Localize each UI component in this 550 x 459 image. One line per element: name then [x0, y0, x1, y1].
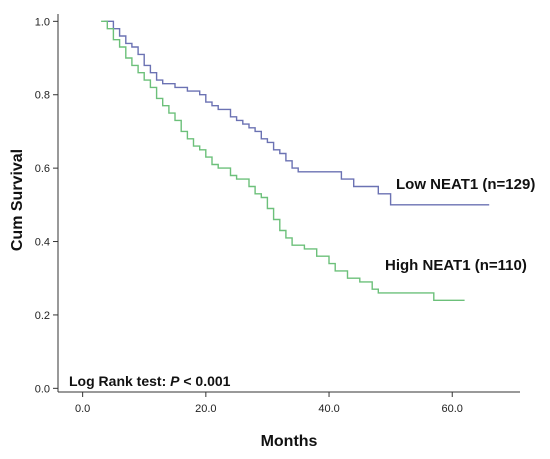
annotation-prefix: Log Rank test: [69, 373, 170, 389]
x-tick-label: 0.0 [75, 403, 90, 415]
y-tick-label: 0.8 [35, 90, 50, 102]
axes: 0.0 0.2 0.4 0.6 0.8 1.0 0.0 20.0 40.0 60.0 [35, 14, 520, 415]
series-line-high-neat1 [101, 20, 465, 301]
x-axis-title: Months [261, 433, 318, 450]
y-tick-label: 1.0 [35, 16, 50, 28]
y-tick-label: 0.0 [35, 383, 50, 395]
series-label-low-neat1: Low NEAT1 (n=129) [396, 176, 535, 193]
x-tick-label: 60.0 [442, 403, 463, 415]
x-tick-label: 20.0 [195, 403, 216, 415]
y-tick-label: 0.2 [35, 310, 50, 322]
series-line-low-neat1 [104, 20, 490, 206]
annotation-p: P [170, 373, 180, 389]
x-tick-label: 40.0 [318, 403, 339, 415]
y-axis-title: Cum Survival [9, 149, 26, 251]
annotation-suffix: < 0.001 [179, 373, 230, 389]
series-label-high-neat1: High NEAT1 (n=110) [385, 257, 527, 274]
y-tick-label: 0.4 [35, 237, 50, 249]
y-tick-label: 0.6 [35, 163, 50, 175]
series-layer [101, 20, 490, 301]
log-rank-annotation: Log Rank test: P < 0.001 [69, 373, 231, 389]
